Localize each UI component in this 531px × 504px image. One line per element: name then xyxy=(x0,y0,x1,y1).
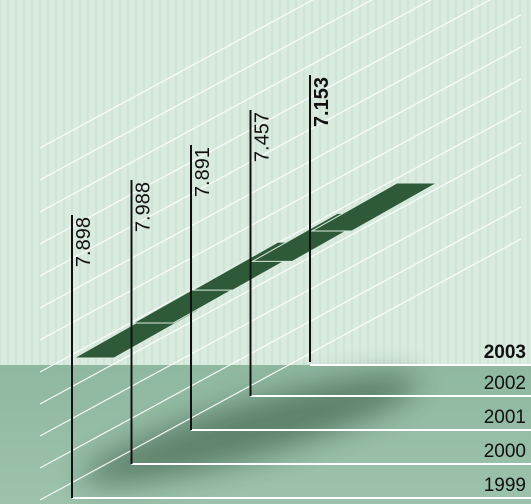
diagonal-guide xyxy=(39,0,432,213)
diagonal-guide-lines xyxy=(39,0,522,501)
diagonal-guide xyxy=(39,14,522,277)
value-label: 7.457 xyxy=(252,112,274,162)
diagonal-guide xyxy=(39,0,314,149)
year-label: 2003 xyxy=(484,342,526,363)
diagonal-guide xyxy=(39,0,373,181)
year-label: 2001 xyxy=(484,407,526,428)
diagonal-guide xyxy=(39,46,522,309)
diagonal-guide xyxy=(39,174,522,437)
value-label: 7.898 xyxy=(73,217,95,267)
year-label: 1999 xyxy=(484,475,526,496)
value-labels: 7.898 7.988 7.891 7.457 7.153 xyxy=(73,77,333,267)
diagonal-guide xyxy=(39,238,522,501)
ribbon-segment xyxy=(310,182,439,232)
year-row-lines xyxy=(72,364,531,499)
diagonal-guide xyxy=(39,110,522,373)
value-ribbon xyxy=(72,182,439,359)
diagonal-guide xyxy=(39,206,522,469)
value-stems xyxy=(71,75,311,498)
value-label: 7.153 xyxy=(311,77,333,127)
year-label: 2002 xyxy=(484,373,526,394)
year-label: 2000 xyxy=(484,441,526,462)
diagonal-guide xyxy=(39,142,522,405)
value-label: 7.891 xyxy=(192,147,214,197)
value-label: 7.988 xyxy=(133,182,155,232)
year-labels: 1999 2000 2001 2002 2003 xyxy=(484,342,526,496)
diagonal-guide xyxy=(39,78,522,341)
diagonal-guide xyxy=(39,0,491,245)
